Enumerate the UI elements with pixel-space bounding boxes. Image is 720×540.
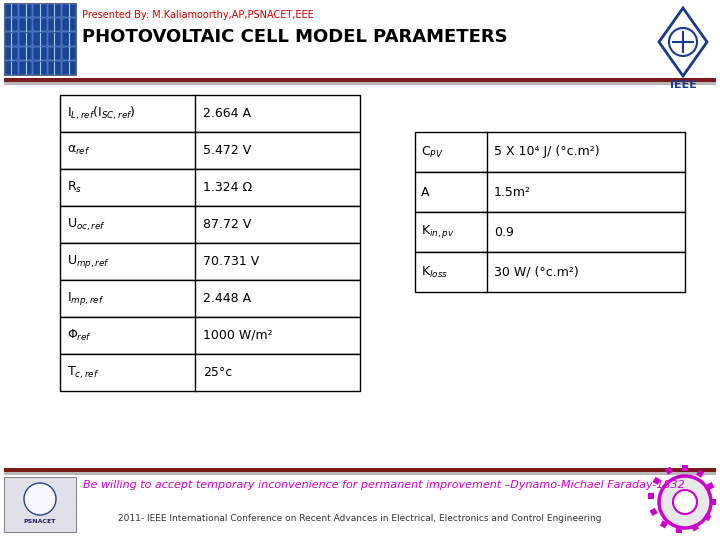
Text: U$_{mp,ref}$: U$_{mp,ref}$	[67, 253, 110, 270]
Bar	[682, 465, 688, 471]
Text: 1.324 Ω: 1.324 Ω	[203, 181, 252, 194]
Bar	[60, 169, 360, 206]
Bar	[415, 252, 685, 292]
Bar	[48, 46, 61, 60]
Text: Presented By: M.Kaliamoorthy,AP,PSNACET,EEE: Presented By: M.Kaliamoorthy,AP,PSNACET,…	[82, 10, 314, 20]
Bar	[4, 78, 716, 85]
Bar	[690, 523, 699, 531]
Text: PHOTOVOLTAIC CELL MODEL PARAMETERS: PHOTOVOLTAIC CELL MODEL PARAMETERS	[82, 28, 508, 46]
Bar	[415, 132, 685, 172]
Bar	[33, 46, 47, 60]
Bar	[19, 18, 32, 31]
Bar	[4, 468, 716, 475]
Circle shape	[673, 490, 697, 514]
Bar	[648, 493, 654, 499]
Bar	[60, 243, 360, 280]
Bar	[660, 520, 668, 529]
Bar	[48, 3, 61, 17]
Bar	[60, 206, 360, 243]
Bar	[62, 3, 76, 17]
Bar	[19, 3, 32, 17]
Bar	[60, 354, 360, 391]
Bar	[48, 18, 61, 31]
Text: I$_{mp,ref}$: I$_{mp,ref}$	[67, 290, 104, 307]
Bar	[19, 61, 32, 75]
Bar	[48, 32, 61, 46]
Bar	[60, 280, 360, 317]
Bar	[4, 3, 18, 17]
Text: T$_{c,ref}$: T$_{c,ref}$	[67, 364, 99, 381]
Bar	[33, 32, 47, 46]
Bar	[4, 78, 716, 82]
Bar	[60, 132, 360, 169]
Text: 2.664 A: 2.664 A	[203, 107, 251, 120]
Circle shape	[24, 483, 56, 515]
Text: 1.5m²: 1.5m²	[494, 186, 531, 199]
Text: C$_{PV}$: C$_{PV}$	[421, 144, 444, 159]
Bar	[703, 513, 711, 521]
Text: 30 W/ (°c.m²): 30 W/ (°c.m²)	[494, 266, 579, 279]
Bar	[4, 477, 76, 532]
Bar	[696, 470, 704, 478]
Text: 5.472 V: 5.472 V	[203, 144, 251, 157]
Text: U$_{oc,ref}$: U$_{oc,ref}$	[67, 217, 106, 233]
Bar	[33, 3, 47, 17]
Text: 5 X 10⁴ J/ (°c.m²): 5 X 10⁴ J/ (°c.m²)	[494, 145, 600, 159]
Text: IEEE: IEEE	[670, 80, 696, 90]
Bar	[19, 32, 32, 46]
Bar	[33, 18, 47, 31]
Bar	[415, 212, 685, 252]
Text: 2011- IEEE International Conference on Recent Advances in Electrical, Electronic: 2011- IEEE International Conference on R…	[118, 514, 602, 523]
Text: Be willing to accept temporary inconvenience for permanent improvement –Dynamo-M: Be willing to accept temporary inconveni…	[83, 480, 685, 490]
Bar	[665, 467, 673, 475]
Bar	[60, 95, 360, 132]
Bar	[4, 61, 18, 75]
Text: 25°c: 25°c	[203, 366, 233, 379]
Bar	[62, 46, 76, 60]
Text: K$_{in,pv}$: K$_{in,pv}$	[421, 224, 454, 240]
Text: 70.731 V: 70.731 V	[203, 255, 259, 268]
Text: 1000 W/m²: 1000 W/m²	[203, 329, 273, 342]
Circle shape	[659, 476, 711, 528]
Bar	[4, 18, 18, 31]
Bar	[33, 61, 47, 75]
Text: K$_{loss}$: K$_{loss}$	[421, 265, 448, 280]
Text: α$_{ref}$: α$_{ref}$	[67, 144, 91, 157]
Bar	[652, 477, 661, 485]
Text: 0.9: 0.9	[494, 226, 514, 239]
Text: Φ$_{ref}$: Φ$_{ref}$	[67, 328, 92, 343]
Bar	[62, 18, 76, 31]
Bar	[676, 527, 682, 533]
Text: 87.72 V: 87.72 V	[203, 218, 251, 231]
Bar	[4, 32, 18, 46]
Bar	[4, 46, 18, 60]
Bar	[649, 508, 658, 516]
Bar	[19, 46, 32, 60]
Bar	[710, 499, 716, 505]
Bar	[4, 468, 716, 471]
Text: R$_{s}$: R$_{s}$	[67, 180, 82, 195]
Bar	[62, 32, 76, 46]
Text: I$_{L,ref}$(I$_{SC,ref}$): I$_{L,ref}$(I$_{SC,ref}$)	[67, 105, 135, 122]
Bar	[4, 3, 76, 75]
Text: 2.448 A: 2.448 A	[203, 292, 251, 305]
Polygon shape	[659, 8, 707, 76]
Bar	[60, 317, 360, 354]
Bar	[415, 172, 685, 212]
Circle shape	[669, 28, 697, 56]
Bar	[706, 482, 714, 490]
Bar	[62, 61, 76, 75]
Text: PSNACET: PSNACET	[24, 519, 56, 524]
Text: A: A	[421, 186, 430, 199]
Bar	[48, 61, 61, 75]
